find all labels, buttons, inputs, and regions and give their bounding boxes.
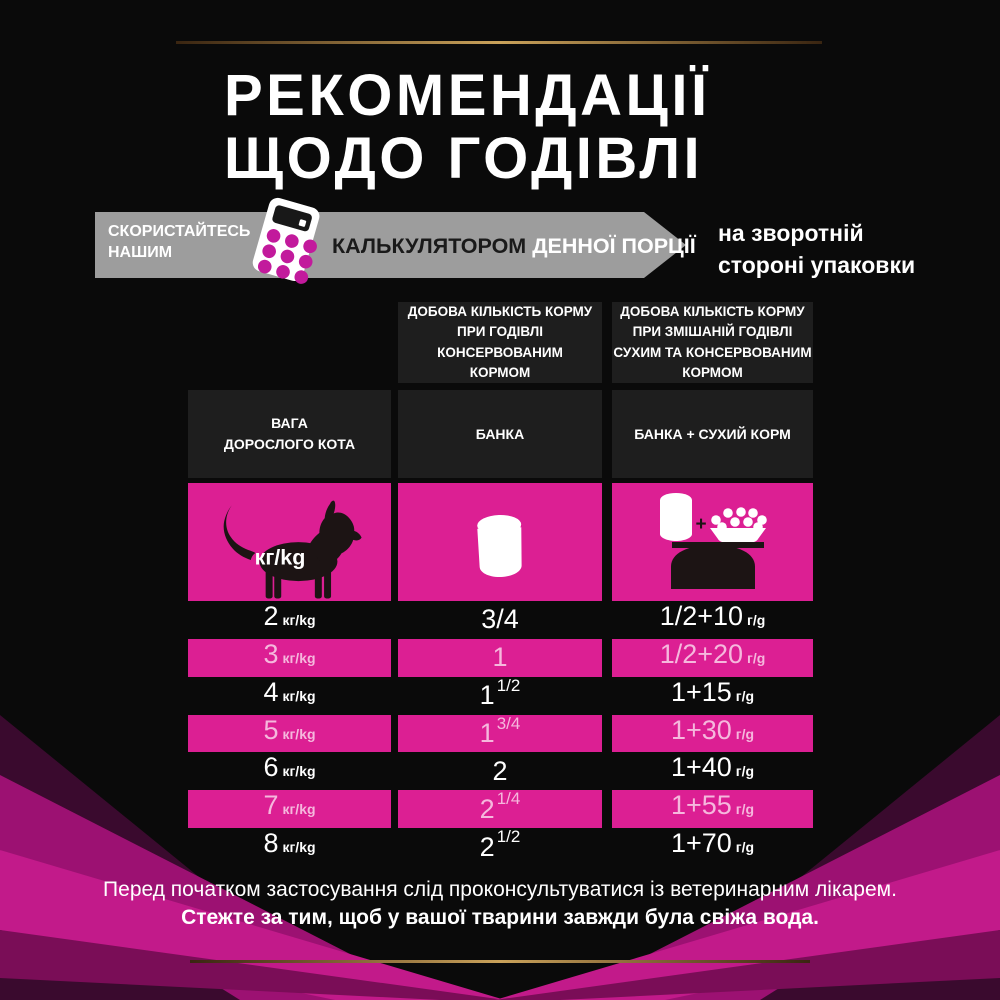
- svg-text:кг/kg: кг/kg: [255, 546, 306, 570]
- svg-text:+: +: [695, 514, 706, 535]
